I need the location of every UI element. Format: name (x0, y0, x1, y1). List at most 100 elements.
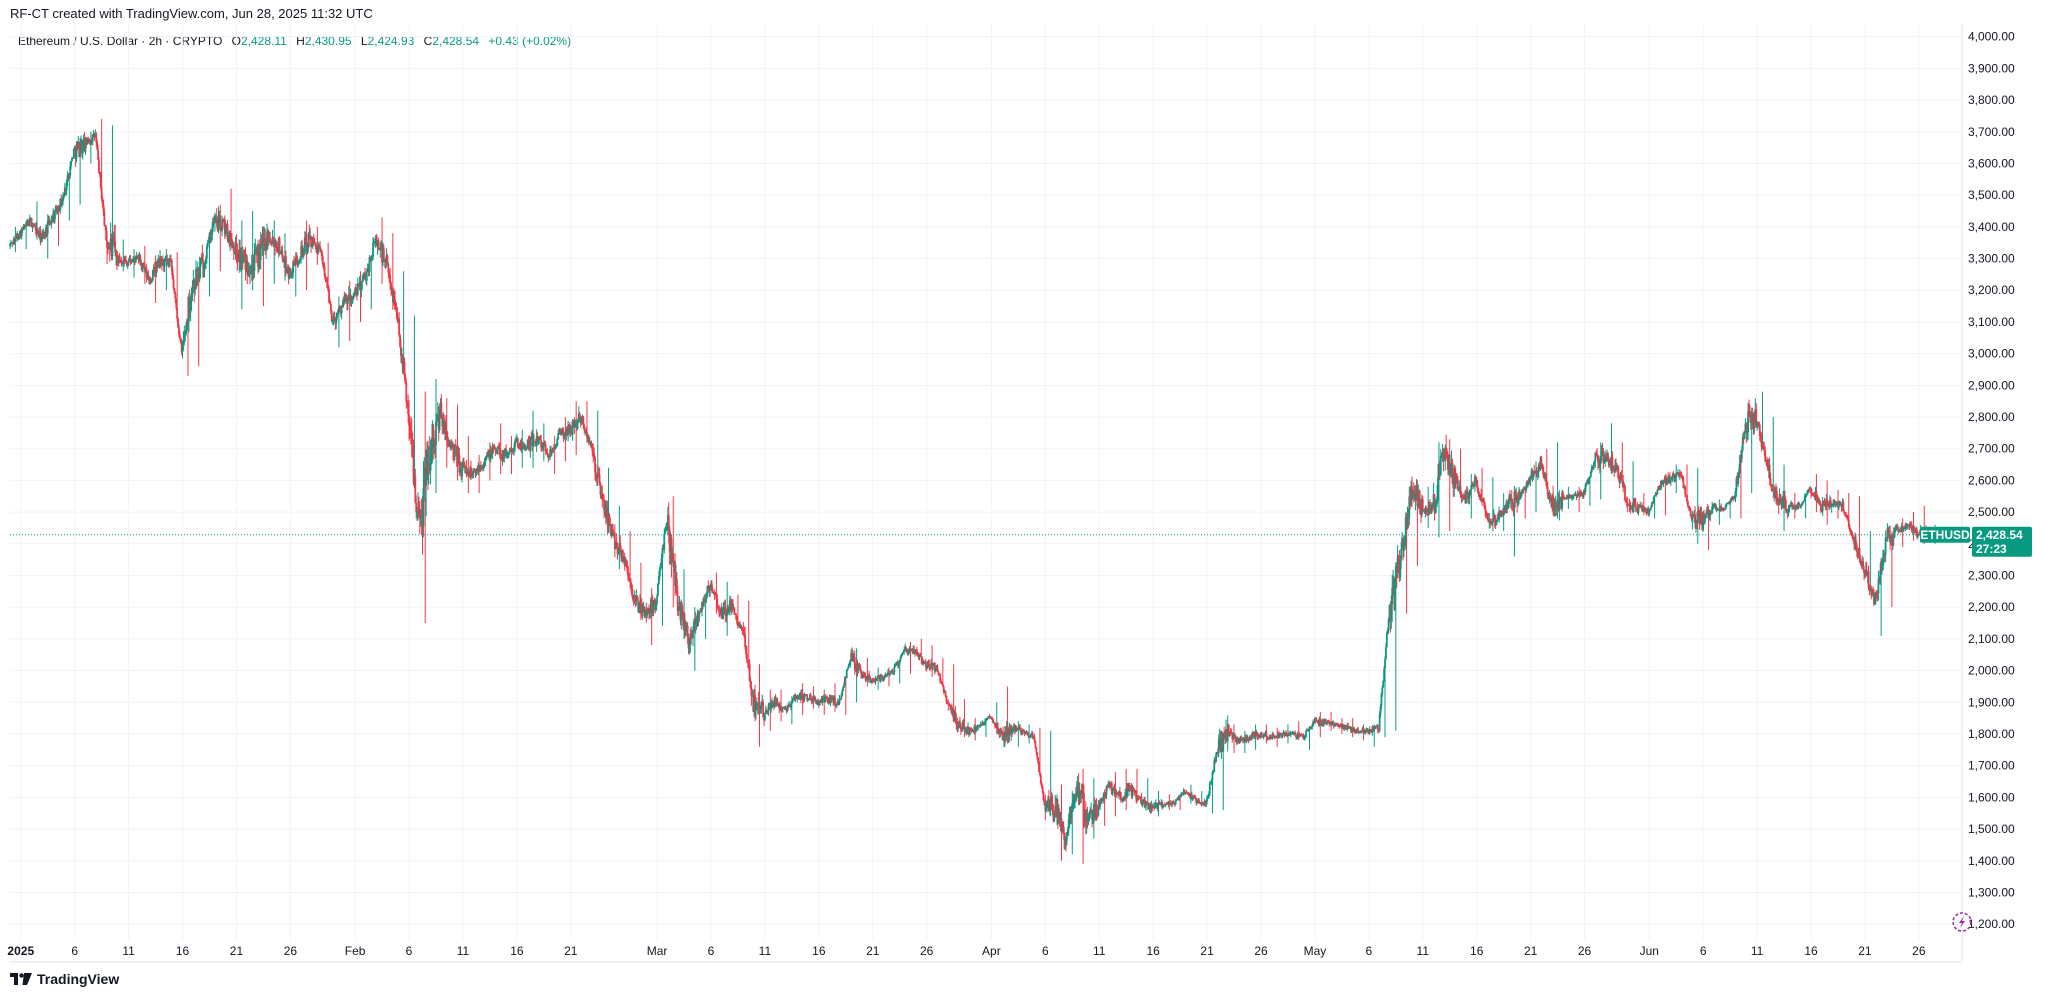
candle-body (323, 266, 326, 276)
symbol-tag-label: ETHUSD (1920, 528, 1970, 542)
candle-body (1847, 519, 1850, 527)
candle-body (801, 693, 804, 696)
candle-body (1372, 726, 1375, 732)
candle-body (1295, 735, 1297, 738)
candle-body (1848, 526, 1851, 530)
candle-body (1275, 736, 1278, 738)
candle-body (546, 452, 549, 455)
candle-body (1460, 493, 1463, 498)
candle-body (1782, 497, 1785, 508)
candle-body (307, 234, 310, 248)
candle-body (169, 259, 171, 262)
tradingview-logo[interactable]: TradingView (10, 971, 119, 987)
candle-body (1071, 802, 1074, 813)
candle-body (776, 701, 779, 705)
candle-body (755, 703, 758, 706)
candle-body (731, 599, 734, 610)
candle-body (540, 439, 543, 448)
candle-body (386, 255, 389, 265)
candle-body (1911, 527, 1914, 531)
candle-body (325, 280, 328, 282)
candle-body (395, 308, 398, 313)
candle-body (139, 255, 142, 265)
candle-body (1652, 497, 1655, 503)
candle-body (631, 594, 634, 600)
x-tick-label: 6 (406, 944, 413, 958)
candle-body (1070, 812, 1073, 818)
candle-body (1158, 802, 1161, 805)
candle-body (883, 676, 886, 679)
candle-body (1373, 728, 1376, 732)
lightning-icon[interactable] (1952, 912, 1972, 932)
candle-body (636, 595, 639, 601)
candle-body (1674, 477, 1677, 482)
candle-body (1517, 500, 1519, 504)
candle-body (406, 402, 409, 404)
candle-body (847, 665, 850, 669)
candle-body (1311, 725, 1314, 728)
candle-body (1046, 803, 1049, 805)
candle-body (194, 288, 197, 290)
candle-body (1171, 801, 1173, 806)
candle-body (1811, 493, 1813, 495)
candle-body (759, 708, 762, 710)
candle-body (727, 608, 729, 612)
candle-body (670, 538, 673, 563)
candle-body (619, 543, 622, 551)
candle-body (1119, 792, 1122, 800)
candle-body (812, 698, 815, 700)
candle-body (63, 195, 65, 197)
candle-body (292, 261, 294, 273)
candle-body (983, 722, 986, 724)
candle-body (316, 252, 319, 254)
candle-body (1180, 794, 1182, 798)
candle-body (329, 304, 332, 311)
candle-body (18, 237, 20, 239)
candle-body (1830, 505, 1833, 508)
candle-body (627, 572, 630, 581)
candle-body (838, 698, 841, 704)
candle-body (403, 361, 406, 377)
candle-body (994, 726, 997, 728)
candle-body (1906, 525, 1909, 529)
candle-body (677, 608, 680, 612)
candle-body (1705, 509, 1708, 515)
candle-body (617, 551, 620, 554)
y-tick-label: 1,600.00 (1968, 790, 2015, 804)
candle-body (1037, 757, 1040, 763)
candle-body (1199, 802, 1202, 804)
candle-body (337, 310, 339, 314)
candle-body (340, 305, 343, 314)
candle-body (1823, 503, 1826, 506)
candle-body (1278, 733, 1281, 737)
candle-body (1419, 498, 1421, 515)
candle-body (959, 721, 961, 728)
candle-body (1679, 472, 1682, 475)
candle-body (524, 448, 527, 451)
candle-body (1223, 733, 1226, 735)
candle-body (1541, 464, 1544, 467)
candle-body (1412, 491, 1415, 494)
candle-body (1567, 497, 1570, 499)
candle-body (1821, 500, 1824, 512)
candle-body (824, 697, 827, 703)
candle-body (1496, 517, 1499, 523)
candle-body (25, 222, 28, 227)
candle-body (949, 705, 951, 707)
candle-body (1793, 506, 1795, 508)
candle-body (1745, 423, 1748, 434)
candle-body (485, 456, 488, 460)
candle-body (1369, 729, 1372, 731)
candle-body (1815, 491, 1818, 496)
candle-body (30, 218, 33, 227)
candle-body (147, 274, 150, 279)
candle-body (1800, 505, 1803, 507)
candle-body (409, 426, 412, 431)
candle-body (1036, 752, 1039, 758)
candle-body (405, 383, 408, 403)
candle-body (1797, 502, 1800, 509)
x-tick-label: 6 (71, 944, 78, 958)
candle-body (327, 288, 330, 290)
candles-layer (9, 119, 1941, 864)
